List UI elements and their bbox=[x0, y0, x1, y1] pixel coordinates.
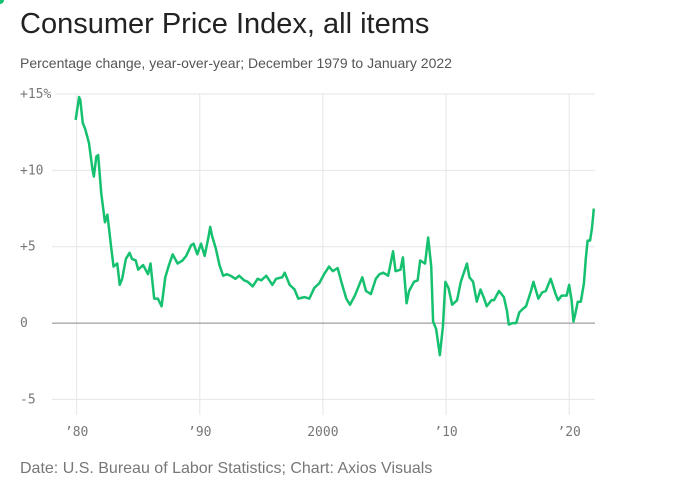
x-tick-label: ’20 bbox=[557, 425, 580, 440]
source-note: Date: U.S. Bureau of Labor Statistics; C… bbox=[20, 460, 432, 477]
end-dot bbox=[0, 0, 4, 4]
chart-subtitle: Percentage change, year-over-year; Decem… bbox=[20, 55, 452, 71]
y-tick-label: +5 bbox=[20, 240, 36, 255]
y-tick-label: 0 bbox=[20, 316, 28, 331]
y-tick-label: -5 bbox=[20, 392, 36, 407]
chart-title: Consumer Price Index, all items bbox=[20, 8, 429, 40]
x-tick-label: ’10 bbox=[434, 425, 457, 440]
y-tick-label: +15% bbox=[20, 87, 51, 102]
x-tick-label: ’90 bbox=[188, 425, 211, 440]
x-tick-label: ’80 bbox=[65, 425, 88, 440]
cpi-line bbox=[74, 95, 596, 357]
y-tick-label: +10 bbox=[20, 163, 43, 178]
end-label: +7.5% bbox=[0, 0, 51, 5]
x-tick-label: 2000 bbox=[307, 425, 338, 440]
